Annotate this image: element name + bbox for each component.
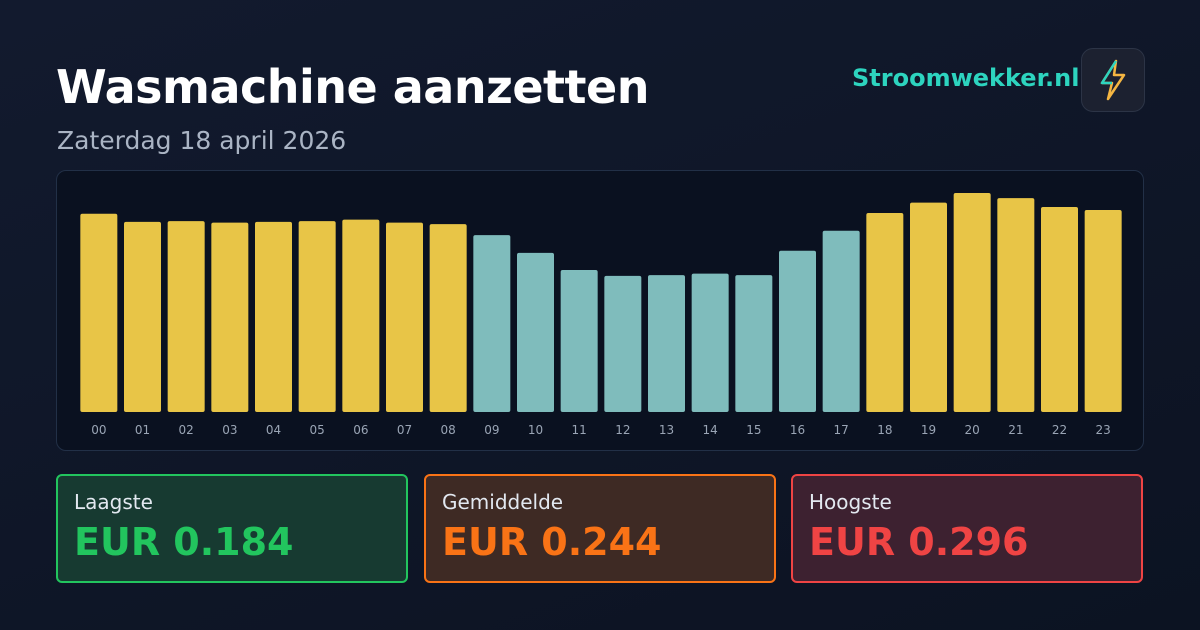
bar xyxy=(255,221,292,412)
subtitle: Zaterdag 18 april 2026 xyxy=(57,126,347,155)
x-tick-label: 08 xyxy=(441,423,456,437)
stat-value: EUR 0.244 xyxy=(442,520,662,564)
x-tick-label: 15 xyxy=(746,423,761,437)
x-tick-label: 04 xyxy=(266,423,281,437)
x-tick-label: 21 xyxy=(1008,423,1023,437)
bar xyxy=(167,221,205,412)
bar xyxy=(386,222,423,412)
bar xyxy=(910,202,947,412)
x-tick-label: 03 xyxy=(222,423,237,437)
bar xyxy=(298,221,336,412)
bar xyxy=(953,193,991,412)
bar xyxy=(1041,207,1078,412)
x-tick-label: 22 xyxy=(1052,423,1067,437)
stat-value: EUR 0.296 xyxy=(809,520,1029,564)
x-tick-label: 16 xyxy=(790,423,805,437)
x-tick-label: 11 xyxy=(572,423,587,437)
x-tick-label: 23 xyxy=(1096,423,1111,437)
x-tick-label: 07 xyxy=(397,423,412,437)
bar xyxy=(517,252,554,412)
bar xyxy=(1084,210,1122,412)
stat-label: Gemiddelde xyxy=(442,490,564,514)
bar xyxy=(473,235,511,412)
stat-card: Hoogste EUR 0.296 xyxy=(791,474,1143,583)
bar xyxy=(80,213,118,412)
brand-icon xyxy=(1081,48,1145,112)
bar xyxy=(997,198,1035,412)
x-tick-label: 19 xyxy=(921,423,936,437)
bar xyxy=(124,221,161,412)
chart-panel: 00 01 02 03 04 05 06 07 08 09 10 11 12 13 14 15 16 17 18 19… xyxy=(56,170,1144,451)
bar xyxy=(735,275,773,412)
stat-label: Laagste xyxy=(74,490,153,514)
bar xyxy=(779,250,816,412)
x-tick-label: 18 xyxy=(877,423,892,437)
stat-card: Gemiddelde EUR 0.244 xyxy=(424,474,776,583)
x-tick-label: 17 xyxy=(834,423,849,437)
bar xyxy=(342,219,380,412)
x-tick-label: 06 xyxy=(353,423,368,437)
stat-card: Laagste EUR 0.184 xyxy=(56,474,408,583)
brand: Stroomwekker.nl xyxy=(852,64,1080,92)
x-tick-label: 05 xyxy=(310,423,325,437)
x-tick-label: 20 xyxy=(965,423,980,437)
bar xyxy=(604,275,642,412)
stat-label: Hoogste xyxy=(809,490,892,514)
bar xyxy=(560,269,598,412)
x-tick-label: 01 xyxy=(135,423,150,437)
x-tick-label: 14 xyxy=(703,423,718,437)
bar xyxy=(822,230,860,412)
bolt xyxy=(1100,59,1126,101)
bar xyxy=(866,212,904,412)
x-tick-label: 02 xyxy=(179,423,194,437)
x-tick-label: 09 xyxy=(484,423,499,437)
x-tick-label: 13 xyxy=(659,423,674,437)
chart: 00 01 02 03 04 05 06 07 08 09 10 11 12 13 14 15 16 17 18 19… xyxy=(80,193,1122,437)
stat-value: EUR 0.184 xyxy=(74,520,294,564)
title: Wasmachine aanzetten xyxy=(56,60,649,114)
bar xyxy=(429,224,467,412)
bar xyxy=(691,273,729,412)
x-tick-label: 10 xyxy=(528,423,543,437)
bar xyxy=(648,275,685,412)
x-tick-label: 00 xyxy=(91,423,106,437)
x-tick-label: 12 xyxy=(615,423,630,437)
bar xyxy=(211,222,249,412)
